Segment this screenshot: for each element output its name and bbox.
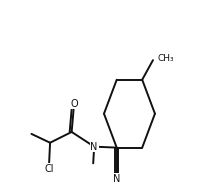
Text: N: N (113, 174, 121, 184)
Text: N: N (90, 142, 98, 152)
Text: Cl: Cl (44, 164, 54, 174)
Text: CH₃: CH₃ (157, 54, 174, 63)
Text: O: O (71, 99, 78, 109)
